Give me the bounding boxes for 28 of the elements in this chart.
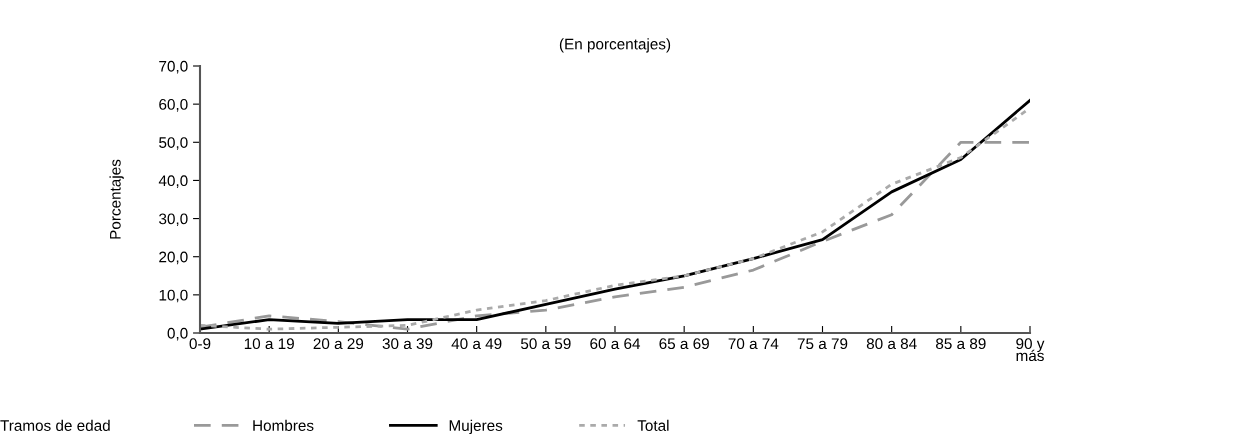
y-tick-label: 40,0 [158,175,188,188]
legend-title: Tramos de edad [0,419,110,431]
x-tick-label: 80 a 84 [866,338,917,350]
x-tick-label: 20 a 29 [313,338,364,350]
y-tick-label: 10,0 [159,289,188,303]
y-tick-label: 0,0 [167,327,188,341]
x-tick-label: 30 a 39 [382,338,433,350]
y-tick-label: 30,0 [159,213,188,227]
x-tick-label: 85 a 89 [936,338,986,350]
x-tick-label: 0-9 [189,338,211,350]
chart-title: (En porcentajes) [559,38,671,53]
x-tick-label: 50 a 59 [520,338,571,350]
legend-label: Hombres [253,419,314,431]
y-axis-title: Porcentajes [109,159,124,239]
y-tick-label: 70,0 [159,60,188,74]
x-tick-label: 65 a 69 [659,338,709,350]
x-tick-label: 75 a 79 [797,338,848,350]
x-tick-label: 10 a 19 [244,338,294,350]
x-tick-label: 60 a 64 [590,338,641,350]
y-tick-label: 20,0 [159,251,188,265]
legend-label: Total [637,419,669,431]
x-tick-label: 90 y más [1016,338,1045,362]
x-tick-label: 70 a 74 [728,338,779,350]
line-series [200,140,1030,331]
legend-label: Mujeres [449,419,503,434]
y-tick-label: 50,0 [159,137,188,150]
x-tick-label: 40 a 49 [451,338,502,350]
y-tick-label: 60,0 [159,99,188,112]
